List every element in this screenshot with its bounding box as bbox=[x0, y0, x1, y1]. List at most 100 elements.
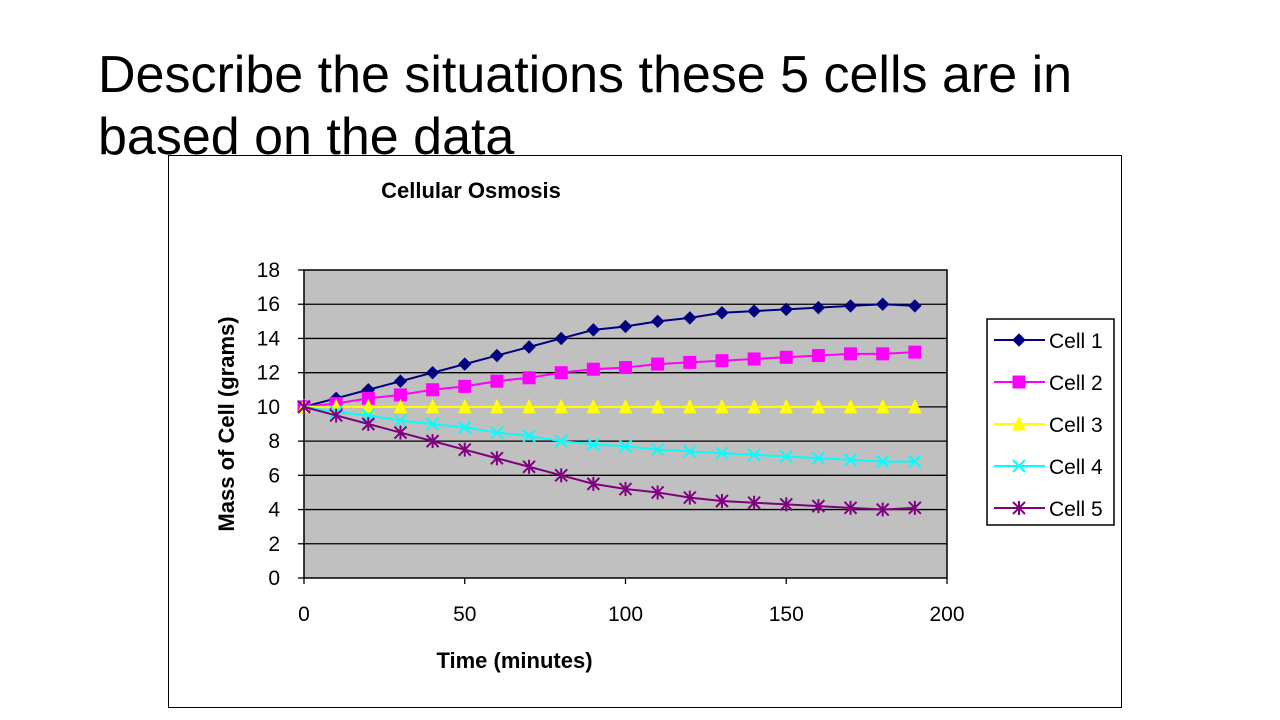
star-marker bbox=[586, 476, 601, 491]
data-point bbox=[876, 347, 890, 361]
star-marker bbox=[297, 399, 311, 414]
star-marker bbox=[875, 502, 890, 517]
data-point bbox=[875, 297, 890, 311]
square-marker bbox=[554, 366, 568, 380]
data-point bbox=[715, 398, 729, 414]
series-cell-4 bbox=[297, 400, 922, 469]
triangle-marker bbox=[490, 398, 504, 414]
square-marker bbox=[619, 361, 632, 375]
data-point bbox=[811, 499, 826, 514]
star-marker bbox=[425, 434, 440, 449]
data-point bbox=[393, 374, 408, 388]
star-marker bbox=[650, 485, 665, 500]
diamond-marker bbox=[1012, 333, 1026, 347]
data-point bbox=[458, 442, 472, 457]
x-tick-label: 200 bbox=[929, 603, 964, 626]
data-point bbox=[779, 398, 794, 414]
triangle-marker bbox=[650, 398, 665, 414]
data-point bbox=[554, 398, 568, 414]
data-point bbox=[458, 379, 472, 393]
data-point bbox=[747, 495, 761, 510]
data-point bbox=[747, 304, 761, 318]
data-point bbox=[554, 434, 568, 448]
legend-label: Cell 5 bbox=[1049, 498, 1103, 521]
series-line bbox=[303, 405, 915, 511]
data-point bbox=[425, 417, 440, 431]
chart-title: Cellular Osmosis bbox=[381, 178, 561, 203]
diamond-marker bbox=[683, 311, 697, 325]
data-point bbox=[458, 357, 472, 371]
triangle-marker bbox=[779, 398, 794, 414]
square-marker bbox=[458, 379, 472, 393]
square-marker bbox=[779, 350, 793, 364]
star-marker bbox=[1012, 501, 1026, 515]
data-point bbox=[908, 345, 922, 359]
legend-marker bbox=[1012, 459, 1026, 473]
legend-label: Cell 1 bbox=[1049, 330, 1103, 353]
data-point bbox=[490, 398, 504, 414]
data-point bbox=[683, 398, 697, 414]
legend-label: Cell 4 bbox=[1049, 456, 1103, 479]
star-marker bbox=[393, 425, 408, 440]
data-point bbox=[779, 350, 793, 364]
triangle-marker bbox=[715, 398, 729, 414]
data-point bbox=[651, 357, 665, 371]
data-point bbox=[747, 398, 761, 414]
data-point bbox=[393, 425, 408, 440]
square-marker bbox=[426, 383, 440, 397]
data-point bbox=[554, 468, 568, 483]
diamond-marker bbox=[843, 299, 858, 313]
legend-item: Cell 5 bbox=[994, 498, 1103, 521]
cellular-osmosis-chart: Cellular Osmosis 0 2 4 6 8 10 12 14 16 18 0 50 100 150… bbox=[214, 178, 1115, 673]
diamond-marker bbox=[586, 323, 601, 337]
data-point bbox=[843, 500, 858, 515]
x-marker bbox=[908, 454, 922, 469]
legend-marker bbox=[1012, 415, 1026, 431]
x-marker bbox=[683, 444, 697, 459]
legend-item: Cell 3 bbox=[994, 414, 1103, 437]
star-marker bbox=[490, 451, 504, 466]
data-point bbox=[586, 437, 601, 452]
triangle-marker bbox=[554, 398, 568, 414]
legend-label: Cell 3 bbox=[1049, 414, 1103, 437]
triangle-marker bbox=[522, 398, 536, 414]
triangle-marker bbox=[875, 398, 890, 414]
diamond-marker bbox=[393, 374, 408, 388]
x-marker bbox=[811, 451, 826, 465]
legend: Cell 1 Cell 2 Cell 3 Cell 4 Cell 5 bbox=[986, 318, 1115, 526]
star-marker bbox=[361, 417, 376, 431]
data-point bbox=[522, 459, 536, 474]
x-marker bbox=[650, 442, 665, 457]
data-point bbox=[875, 398, 890, 414]
data-point bbox=[329, 408, 343, 423]
data-point bbox=[650, 442, 665, 457]
legend-label: Cell 2 bbox=[1049, 372, 1103, 395]
data-point bbox=[618, 398, 633, 414]
data-point bbox=[875, 502, 890, 517]
triangle-marker bbox=[683, 398, 697, 414]
series-cell-5 bbox=[297, 399, 922, 517]
star-marker bbox=[554, 468, 568, 483]
x-marker bbox=[715, 446, 729, 460]
legend-item: Cell 1 bbox=[994, 330, 1103, 353]
star-marker bbox=[618, 482, 633, 497]
data-point bbox=[908, 500, 922, 515]
data-point bbox=[361, 417, 376, 431]
y-tick-label: 4 bbox=[268, 499, 280, 522]
square-marker bbox=[844, 347, 858, 361]
data-point bbox=[779, 449, 793, 464]
square-marker bbox=[1012, 375, 1026, 389]
data-point bbox=[425, 398, 440, 414]
y-tick-label: 6 bbox=[268, 464, 280, 487]
data-point bbox=[618, 319, 633, 334]
data-point bbox=[457, 398, 472, 414]
legend-marker bbox=[1012, 333, 1026, 347]
square-marker bbox=[715, 354, 729, 368]
star-marker bbox=[522, 459, 536, 474]
data-point bbox=[619, 361, 632, 375]
data-point bbox=[586, 323, 601, 337]
triangle-marker bbox=[393, 398, 408, 414]
diamond-marker bbox=[811, 300, 826, 315]
triangle-marker bbox=[908, 398, 922, 414]
square-marker bbox=[747, 352, 761, 366]
